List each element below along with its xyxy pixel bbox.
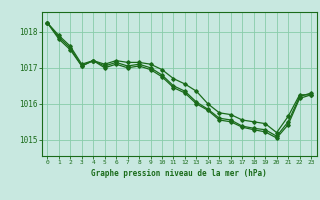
X-axis label: Graphe pression niveau de la mer (hPa): Graphe pression niveau de la mer (hPa) [91, 169, 267, 178]
